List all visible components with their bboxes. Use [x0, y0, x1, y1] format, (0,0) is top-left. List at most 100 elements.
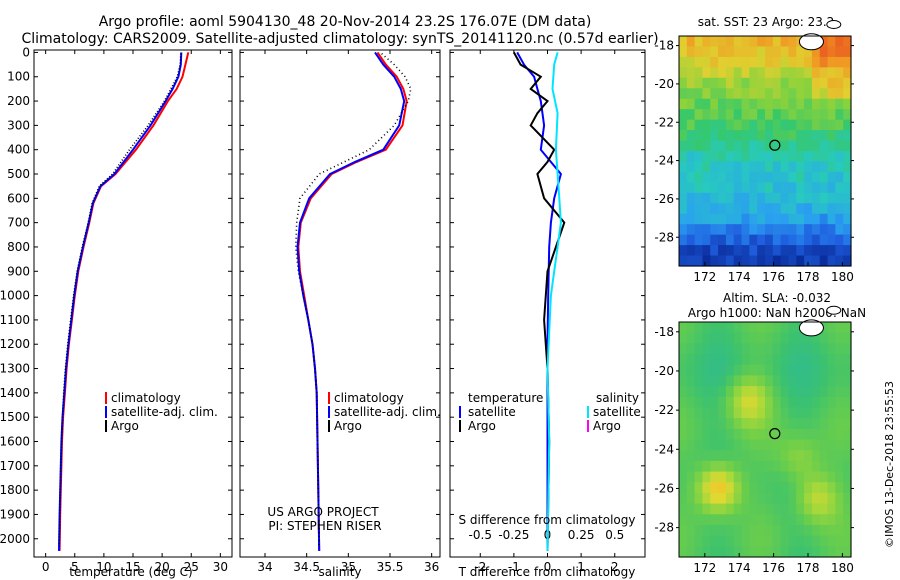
- map-cell: [827, 130, 836, 142]
- map-cell: [772, 56, 782, 68]
- map-cell: [835, 182, 844, 194]
- map-cell: [749, 98, 758, 110]
- map-cell: [686, 460, 696, 473]
- map-cell: [725, 524, 735, 537]
- map-cell: [702, 56, 711, 68]
- map-cell: [686, 514, 696, 526]
- legend-label-satellite-adj: satellite-adj. clim.: [111, 405, 218, 419]
- map-cell: [835, 130, 844, 142]
- map-cell: [835, 77, 844, 89]
- map-cell: [804, 524, 813, 537]
- map-cell: [741, 234, 750, 246]
- map-cell: [718, 503, 727, 515]
- map-cell: [772, 364, 782, 377]
- map-cell: [765, 332, 774, 344]
- map-cell: [788, 375, 797, 387]
- map-cell: [827, 161, 836, 173]
- map-cell: [788, 98, 797, 110]
- map-cell: [788, 36, 797, 48]
- map-cell: [710, 203, 719, 215]
- map-cell: [741, 192, 750, 204]
- map-cell: [772, 130, 782, 142]
- map-cell: [811, 255, 821, 267]
- map-cell: [827, 460, 836, 473]
- map-cell: [679, 192, 688, 204]
- map-cell: [780, 140, 790, 152]
- map-cell: [788, 67, 797, 79]
- map-cell: [710, 77, 719, 89]
- map-cell: [702, 67, 711, 79]
- temperature-legend: climatology satellite-adj. clim. Argo: [105, 391, 218, 433]
- depth-tick-label: 200: [7, 94, 30, 108]
- map-cell: [819, 407, 829, 419]
- map-cell: [725, 364, 735, 377]
- map-cell: [796, 119, 805, 131]
- map-cell: [710, 492, 719, 505]
- map-cell: [796, 192, 805, 204]
- map-cell: [772, 88, 782, 100]
- map-cell: [811, 98, 821, 110]
- map-cell: [725, 213, 735, 225]
- sla-map-subtitle: Argo h1000: NaN h2000: NaN: [688, 306, 866, 320]
- map-cell: [749, 36, 758, 48]
- temperature-xlabel: temperature (deg C): [69, 565, 192, 579]
- map-cell: [679, 407, 688, 419]
- map-cell: [718, 56, 727, 68]
- map-cell: [843, 234, 852, 246]
- map-cell: [765, 503, 774, 515]
- x-tick-label: 30: [213, 560, 228, 574]
- map-cell: [710, 503, 719, 515]
- map-cell: [788, 161, 797, 173]
- map-cell: [686, 130, 696, 142]
- map-cell: [819, 503, 829, 515]
- map-cell: [686, 450, 696, 462]
- map-cell: [686, 364, 696, 377]
- map-cell: [725, 203, 735, 215]
- map-cell: [811, 439, 821, 451]
- map-cell: [765, 386, 774, 398]
- map-cell: [819, 46, 829, 58]
- legend-label-t-argo: Argo: [468, 419, 496, 433]
- map-cell: [765, 407, 774, 419]
- map-cell: [796, 130, 805, 142]
- map-cell: [780, 234, 790, 246]
- map-cell: [725, 88, 735, 100]
- map-cell: [827, 450, 836, 462]
- lat-tick-label: -18: [654, 39, 674, 53]
- map-cell: [835, 364, 844, 377]
- series-line-argo: [294, 52, 412, 547]
- map-cell: [819, 213, 829, 225]
- map-cell: [827, 364, 836, 377]
- map-cell: [725, 407, 735, 419]
- map-cell: [694, 203, 704, 215]
- map-cell: [733, 171, 743, 183]
- map-cell: [788, 255, 797, 267]
- map-cell: [733, 514, 743, 526]
- map-cell: [843, 192, 852, 204]
- difference-legend: temperature salinity satellite Argo sate…: [459, 391, 641, 433]
- map-cell: [733, 234, 743, 246]
- map-cell: [702, 151, 711, 163]
- map-cell: [843, 418, 852, 430]
- map-cell: [819, 471, 829, 483]
- map-cell: [796, 109, 805, 121]
- map-cell: [710, 130, 719, 142]
- map-cell: [694, 439, 704, 451]
- map-cell: [694, 234, 704, 246]
- title-line-1: Argo profile: aoml 5904130_48 20-Nov-201…: [99, 14, 592, 30]
- map-cell: [811, 428, 821, 441]
- imos-footer: ©IMOS 13-Dec-2018 23:55:53: [883, 381, 896, 548]
- map-cell: [827, 524, 836, 537]
- depth-tick-label: 1400: [0, 386, 30, 400]
- map-cell: [725, 482, 735, 494]
- project-annotation: US ARGO PROJECT: [267, 505, 379, 519]
- lat-tick-label: -26: [654, 481, 674, 495]
- map-cell: [811, 407, 821, 419]
- map-cell: [702, 322, 711, 334]
- map-cell: [733, 450, 743, 462]
- map-cell: [757, 119, 766, 131]
- map-frame: [678, 35, 852, 267]
- map-cell: [749, 140, 758, 152]
- map-cell: [796, 524, 805, 537]
- map-cell: [686, 396, 696, 409]
